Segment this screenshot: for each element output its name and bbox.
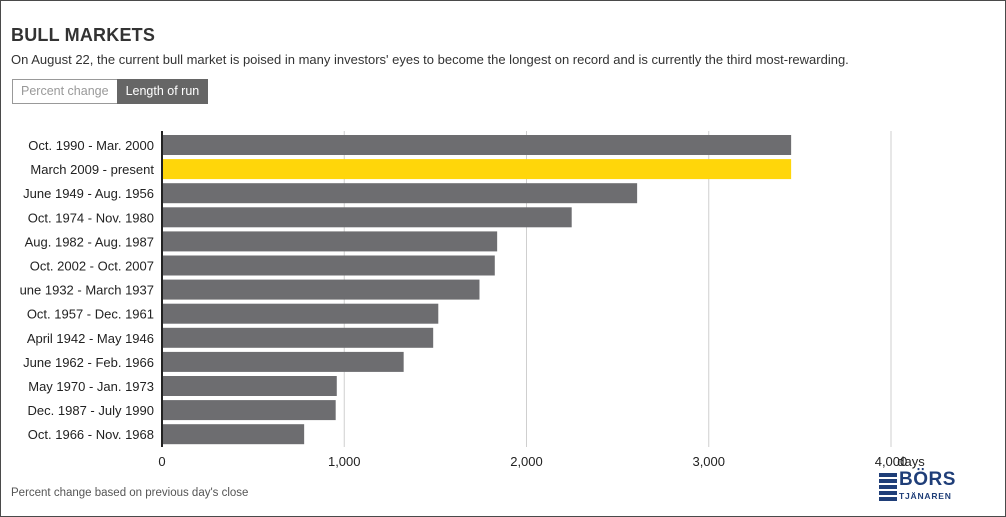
- bar-chart: Oct. 1990 - Mar. 2000 March 2009 - presen…: [20, 131, 925, 469]
- x-tick-label: 0: [158, 454, 165, 469]
- logo-text: BÖRS: [899, 469, 956, 490]
- bar: [163, 424, 305, 445]
- logo: BÖRS TJÄNAREN: [877, 469, 973, 505]
- footnote: Percent change based on previous day's c…: [11, 487, 249, 499]
- x-tick-label: 3,000: [692, 454, 725, 469]
- length-of-run-button[interactable]: Length of run: [116, 79, 209, 104]
- bar: [163, 135, 792, 155]
- chart-subtitle: On August 22, the current bull market is…: [11, 52, 849, 67]
- x-tick-label: 2,000: [510, 454, 543, 469]
- bar: [163, 255, 495, 276]
- category-label: Oct. 2002 - Oct. 2007: [30, 259, 154, 274]
- category-label: Dec. 1987 - July 1990: [28, 403, 154, 418]
- category-label: June 1962 - Feb. 1966: [23, 355, 154, 370]
- x-tick-label: 4,000: [875, 454, 908, 469]
- bar: [163, 183, 638, 204]
- category-label: Aug. 1982 - Aug. 1987: [25, 234, 154, 249]
- bar: [163, 376, 337, 396]
- bar: [163, 279, 480, 300]
- category-label: une 1932 - March 1937: [20, 283, 154, 298]
- bar: [163, 159, 792, 180]
- x-unit-label: days: [897, 454, 925, 469]
- bar: [163, 231, 498, 252]
- chart-title: BULL MARKETS: [11, 25, 156, 45]
- category-label: June 1949 - Aug. 1956: [23, 186, 154, 201]
- percent-change-button[interactable]: Percent change: [12, 79, 117, 104]
- category-label: Oct. 1990 - Mar. 2000: [28, 138, 154, 153]
- bar: [163, 400, 336, 421]
- category-label: Oct. 1974 - Nov. 1980: [28, 210, 154, 225]
- bar: [163, 303, 439, 324]
- bar: [163, 351, 404, 372]
- bar: [163, 207, 572, 228]
- category-label: Oct. 1957 - Dec. 1961: [27, 307, 154, 322]
- category-label: March 2009 - present: [30, 162, 154, 177]
- view-toggle: Percent change Length of run: [12, 79, 209, 104]
- logo-mark-icon: [879, 473, 897, 503]
- category-label: Oct. 1966 - Nov. 1968: [28, 427, 154, 442]
- category-label: May 1970 - Jan. 1973: [28, 379, 154, 394]
- bar: [163, 327, 434, 348]
- x-tick-label: 1,000: [328, 454, 361, 469]
- category-label: April 1942 - May 1946: [27, 331, 154, 346]
- logo-subtext: TJÄNAREN: [899, 491, 952, 501]
